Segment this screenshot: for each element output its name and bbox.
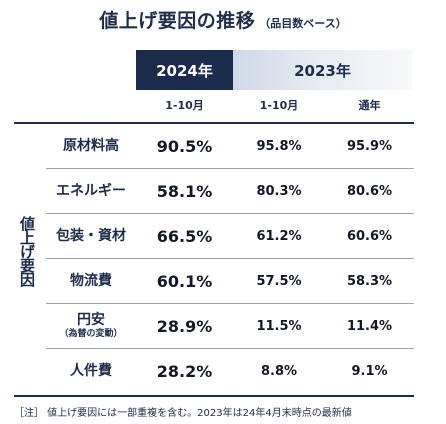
row-divider	[46, 258, 414, 259]
table-bottom-rule	[14, 395, 414, 397]
page-title: 値上げ要因の推移 （品目数ベース）	[0, 6, 446, 33]
value-2024: 60.1%	[156, 271, 213, 291]
table-top-rule	[14, 122, 414, 124]
row-category: 物流費	[70, 273, 112, 289]
value-2024: 28.9%	[156, 316, 213, 336]
table-row: 原材料高 90.5% 95.8% 95.9%	[46, 124, 414, 168]
value-2023-jan-oct: 8.8%	[260, 363, 298, 379]
row-category: 包装・資材	[56, 228, 126, 244]
table-row: 人件費 28.2% 8.8% 9.1%	[46, 349, 414, 393]
row-category: 人件費	[70, 363, 112, 379]
value-2023-jan-oct: 80.3%	[256, 183, 302, 199]
value-2023-full-year: 95.9%	[346, 138, 393, 154]
value-2023-jan-oct: 95.8%	[256, 138, 302, 154]
value-2024: 28.2%	[156, 361, 213, 381]
value-2023-jan-oct: 11.5%	[256, 318, 302, 334]
row-category: 原材料高	[63, 138, 119, 154]
row-category: エネルギー	[56, 183, 126, 199]
value-2023-full-year: 11.4%	[346, 318, 393, 334]
value-2023-full-year: 60.6%	[346, 228, 393, 244]
value-2023-full-year: 9.1%	[351, 363, 388, 379]
value-2024: 66.5%	[156, 226, 213, 246]
title-main: 値上げ要因の推移	[99, 10, 256, 32]
header-2024: 2024年	[136, 50, 233, 90]
row-divider	[46, 303, 414, 304]
value-2023-full-year: 80.6%	[346, 183, 393, 199]
footnote: ［注］ 値上げ要因には一部重複を含む。2023年は24年4月末時点の最新値	[14, 408, 352, 419]
row-divider	[46, 168, 414, 169]
value-2023-jan-oct: 57.5%	[256, 273, 302, 289]
header-2023: 2023年	[233, 50, 412, 90]
row-category-note: （為替の変動）	[59, 329, 123, 339]
title-sub: （品目数ベース）	[259, 17, 347, 30]
row-divider	[46, 348, 414, 349]
table-row: 物流費 60.1% 57.5% 58.3%	[46, 259, 414, 303]
subheader-2023-full-year: 通年	[358, 99, 381, 112]
value-2024: 90.5%	[156, 136, 213, 156]
table-row: 円安 （為替の変動） 28.9% 11.5% 11.4%	[46, 304, 414, 348]
row-category: 円安 （為替の変動）	[46, 312, 136, 340]
value-2023-full-year: 58.3%	[346, 273, 393, 289]
table-row: 包装・資材 66.5% 61.2% 60.6%	[46, 214, 414, 258]
value-2024: 58.1%	[156, 181, 213, 201]
subheader-2024-jan-oct: 1-10月	[165, 99, 204, 112]
table-row: エネルギー 58.1% 80.3% 80.6%	[46, 169, 414, 213]
value-2023-jan-oct: 61.2%	[256, 228, 302, 244]
row-divider	[46, 213, 414, 214]
subheader-2023-jan-oct: 1-10月	[259, 99, 299, 112]
side-label: 値上げ要因	[18, 216, 36, 286]
